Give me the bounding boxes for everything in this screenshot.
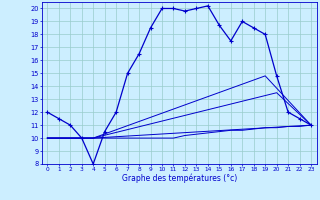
- X-axis label: Graphe des températures (°c): Graphe des températures (°c): [122, 173, 237, 183]
